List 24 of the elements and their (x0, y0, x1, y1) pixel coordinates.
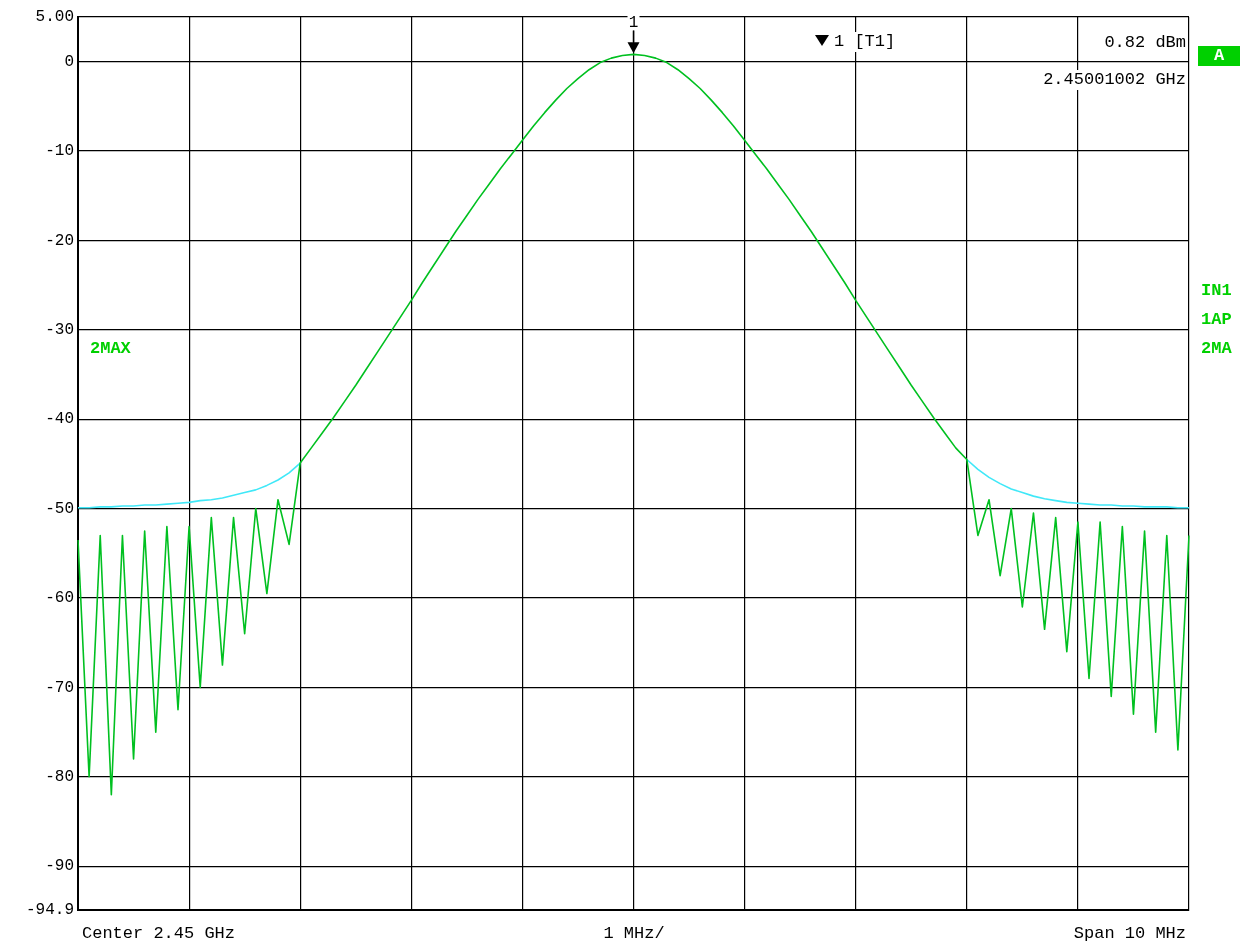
y-tick-label: -90 (45, 857, 74, 876)
y-tick-label: -60 (45, 589, 74, 608)
y-tick-label: 5.00 (35, 8, 74, 27)
annotation: 2MAX (88, 339, 133, 359)
text: Span 10 MHz (1071, 924, 1188, 944)
text: 2MA (1199, 339, 1234, 359)
text: A (1198, 46, 1240, 66)
annotation: 1 (628, 13, 639, 32)
y-tick-label: -80 (45, 768, 74, 787)
y-tick-label: 0 (64, 52, 74, 71)
y-tick-label: -40 (45, 410, 74, 429)
text: Center 2.45 GHz (80, 924, 238, 944)
text: 1AP (1199, 310, 1234, 330)
y-tick-label: -50 (45, 499, 74, 518)
text: 1 MHz/ (601, 924, 667, 944)
y-tick-label: -30 (45, 321, 74, 340)
y-tick-label: -70 (45, 678, 74, 697)
annotation: 2.45001002 GHz (1041, 70, 1188, 90)
text: IN1 (1199, 281, 1234, 301)
y-tick-label: -10 (45, 142, 74, 161)
annotation: 0.82 dBm (1102, 33, 1188, 53)
annotation: 1 [T1] (832, 32, 898, 52)
y-tick-label: -94.9 (25, 901, 74, 920)
y-tick-label: -20 (45, 231, 74, 250)
